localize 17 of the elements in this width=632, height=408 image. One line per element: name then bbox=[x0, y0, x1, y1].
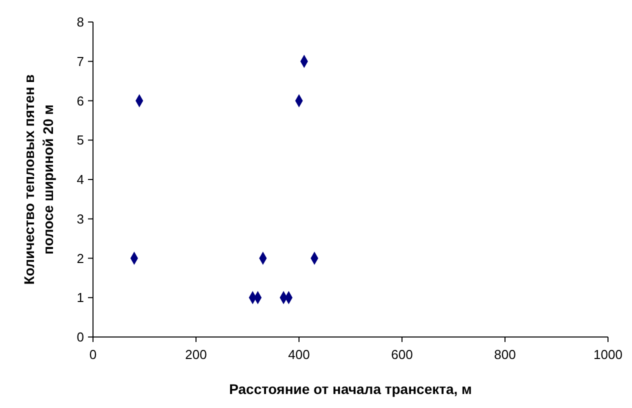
x-tick-label: 200 bbox=[185, 347, 207, 362]
x-tick-label: 0 bbox=[89, 347, 97, 362]
y-tick-label: 4 bbox=[76, 172, 84, 188]
y-tick-label: 3 bbox=[76, 211, 84, 226]
y-tick-label: 7 bbox=[76, 54, 84, 69]
y-axis-title: Количество тепловых пятен в полосе шириной 20 м bbox=[21, 74, 56, 285]
x-tick-label: 600 bbox=[391, 347, 413, 362]
y-tick-label: 8 bbox=[76, 14, 84, 30]
y-tick-label: 6 bbox=[76, 93, 84, 108]
y-tick-label: 2 bbox=[76, 250, 84, 266]
y-tick-label: 0 bbox=[76, 330, 84, 345]
x-tick-label: 800 bbox=[494, 347, 516, 362]
x-tick-label: 400 bbox=[288, 347, 310, 362]
x-tick-label: 1000 bbox=[594, 347, 622, 362]
y-tick-label: 5 bbox=[76, 132, 84, 148]
x-axis-title: Расстояние от начала трансекта, м bbox=[229, 381, 472, 397]
y-tick-label: 1 bbox=[76, 290, 84, 306]
